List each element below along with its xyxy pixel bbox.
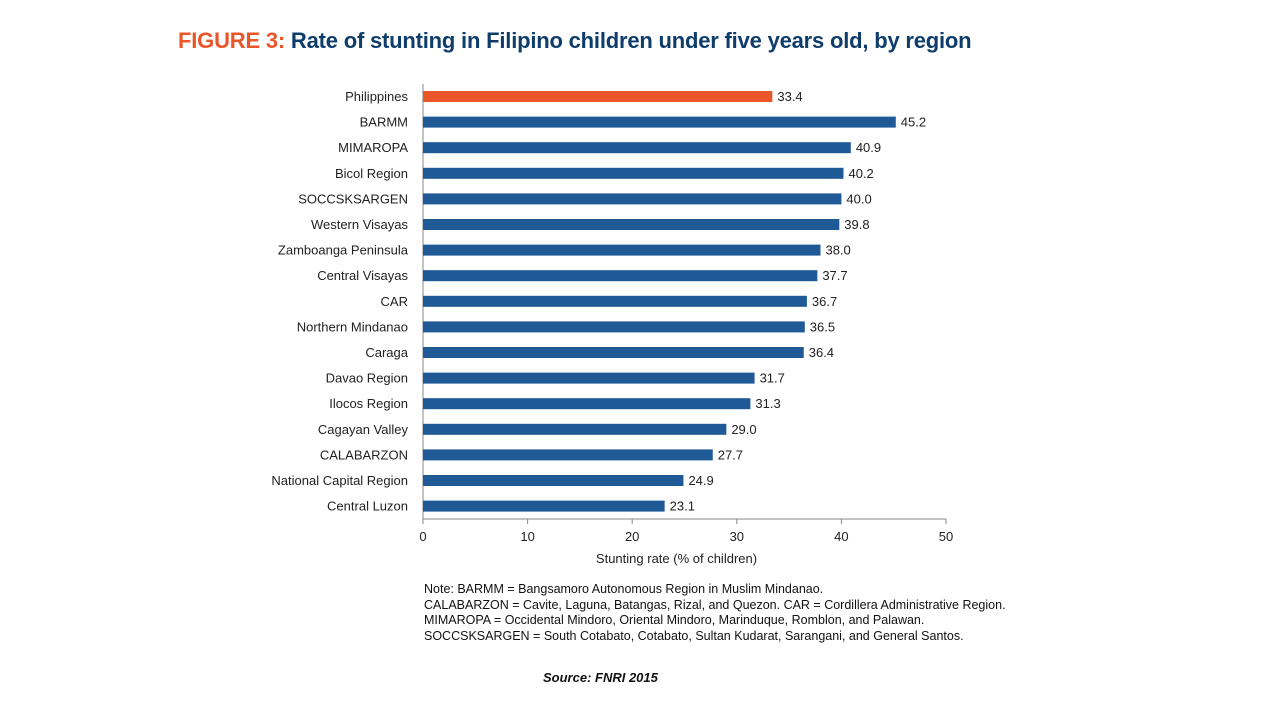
value-label: 39.8 xyxy=(844,217,869,232)
bar-cagayan-valley xyxy=(423,423,727,435)
value-label: 29.0 xyxy=(731,422,756,437)
x-tick-label: 50 xyxy=(939,529,953,544)
bar-western-visayas xyxy=(423,219,840,230)
value-label: 36.7 xyxy=(812,294,837,309)
category-label: Caraga xyxy=(365,345,408,360)
note-line: MIMAROPA = Occidental Mindoro, Oriental … xyxy=(424,613,925,627)
category-label: BARMM xyxy=(360,115,408,130)
bar-zamboanga-peninsula xyxy=(423,244,821,256)
value-label: 27.7 xyxy=(718,447,743,462)
value-label: 24.9 xyxy=(688,473,713,488)
figure-title-text: Rate of stunting in Filipino children un… xyxy=(290,28,972,53)
bar-ilocos-region xyxy=(423,398,751,410)
bar-barmm xyxy=(423,116,896,128)
x-tick-label: 20 xyxy=(625,529,639,544)
bar-calabarzon xyxy=(423,449,713,461)
category-label: Central Visayas xyxy=(317,268,408,283)
category-label: Central Luzon xyxy=(327,499,408,514)
value-label: 36.4 xyxy=(809,345,834,360)
category-label: National Capital Region xyxy=(271,473,408,488)
value-label: 38.0 xyxy=(825,243,850,258)
bar-national-capital-region xyxy=(423,475,684,486)
bar-car xyxy=(423,295,807,307)
bar-central-luzon xyxy=(423,500,665,512)
value-label: 40.0 xyxy=(846,191,871,206)
category-label: Cagayan Valley xyxy=(318,422,409,437)
x-tick-label: 0 xyxy=(419,529,426,544)
value-label: 31.3 xyxy=(755,396,780,411)
value-label: 36.5 xyxy=(810,319,835,334)
category-label: Western Visayas xyxy=(311,217,409,232)
bar-soccsksargen xyxy=(423,193,842,205)
x-tick-label: 10 xyxy=(520,529,534,544)
bar-davao-region xyxy=(423,372,755,384)
bar-mimaropa xyxy=(423,142,851,154)
note-line: CALABARZON = Cavite, Laguna, Batangas, R… xyxy=(424,597,1006,612)
category-label: Ilocos Region xyxy=(329,396,408,411)
value-label: 33.4 xyxy=(777,89,802,104)
category-label: Davao Region xyxy=(326,371,408,386)
category-label: CAR xyxy=(381,294,408,309)
note-line: SOCCSKSARGEN = South Cotabato, Cotabato,… xyxy=(424,628,964,643)
chart-note: Note: BARMM = Bangsamoro Autonomous Regi… xyxy=(424,582,1006,644)
x-axis-title: Stunting rate (% of children) xyxy=(596,551,757,566)
value-label: 23.1 xyxy=(670,499,695,514)
value-label: 45.2 xyxy=(901,115,926,130)
x-tick-label: 30 xyxy=(730,529,744,544)
figure-label: FIGURE 3: xyxy=(178,28,285,53)
category-label: Bicol Region xyxy=(335,166,408,181)
bar-philippines xyxy=(423,91,773,102)
bar-caraga xyxy=(423,347,804,358)
value-label: 31.7 xyxy=(760,371,785,386)
category-label: Zamboanga Peninsula xyxy=(278,243,409,258)
bar-bicol-region xyxy=(423,167,844,179)
bar-central-visayas xyxy=(423,270,818,282)
value-label: 40.9 xyxy=(856,140,881,155)
category-label: Philippines xyxy=(345,89,408,104)
bar-northern-mindanao xyxy=(423,321,805,333)
chart-source: Source: FNRI 2015 xyxy=(543,670,658,685)
chart-title: FIGURE 3: Rate of stunting in Filipino c… xyxy=(178,28,972,54)
note-line: Note: BARMM = Bangsamoro Autonomous Regi… xyxy=(424,582,824,596)
x-tick-label: 40 xyxy=(834,529,848,544)
value-label: 37.7 xyxy=(822,268,847,283)
category-label: CALABARZON xyxy=(320,447,408,462)
value-label: 40.2 xyxy=(848,166,873,181)
category-label: SOCCSKSARGEN xyxy=(298,191,408,206)
category-label: MIMAROPA xyxy=(338,140,408,155)
category-label: Northern Mindanao xyxy=(297,319,408,334)
